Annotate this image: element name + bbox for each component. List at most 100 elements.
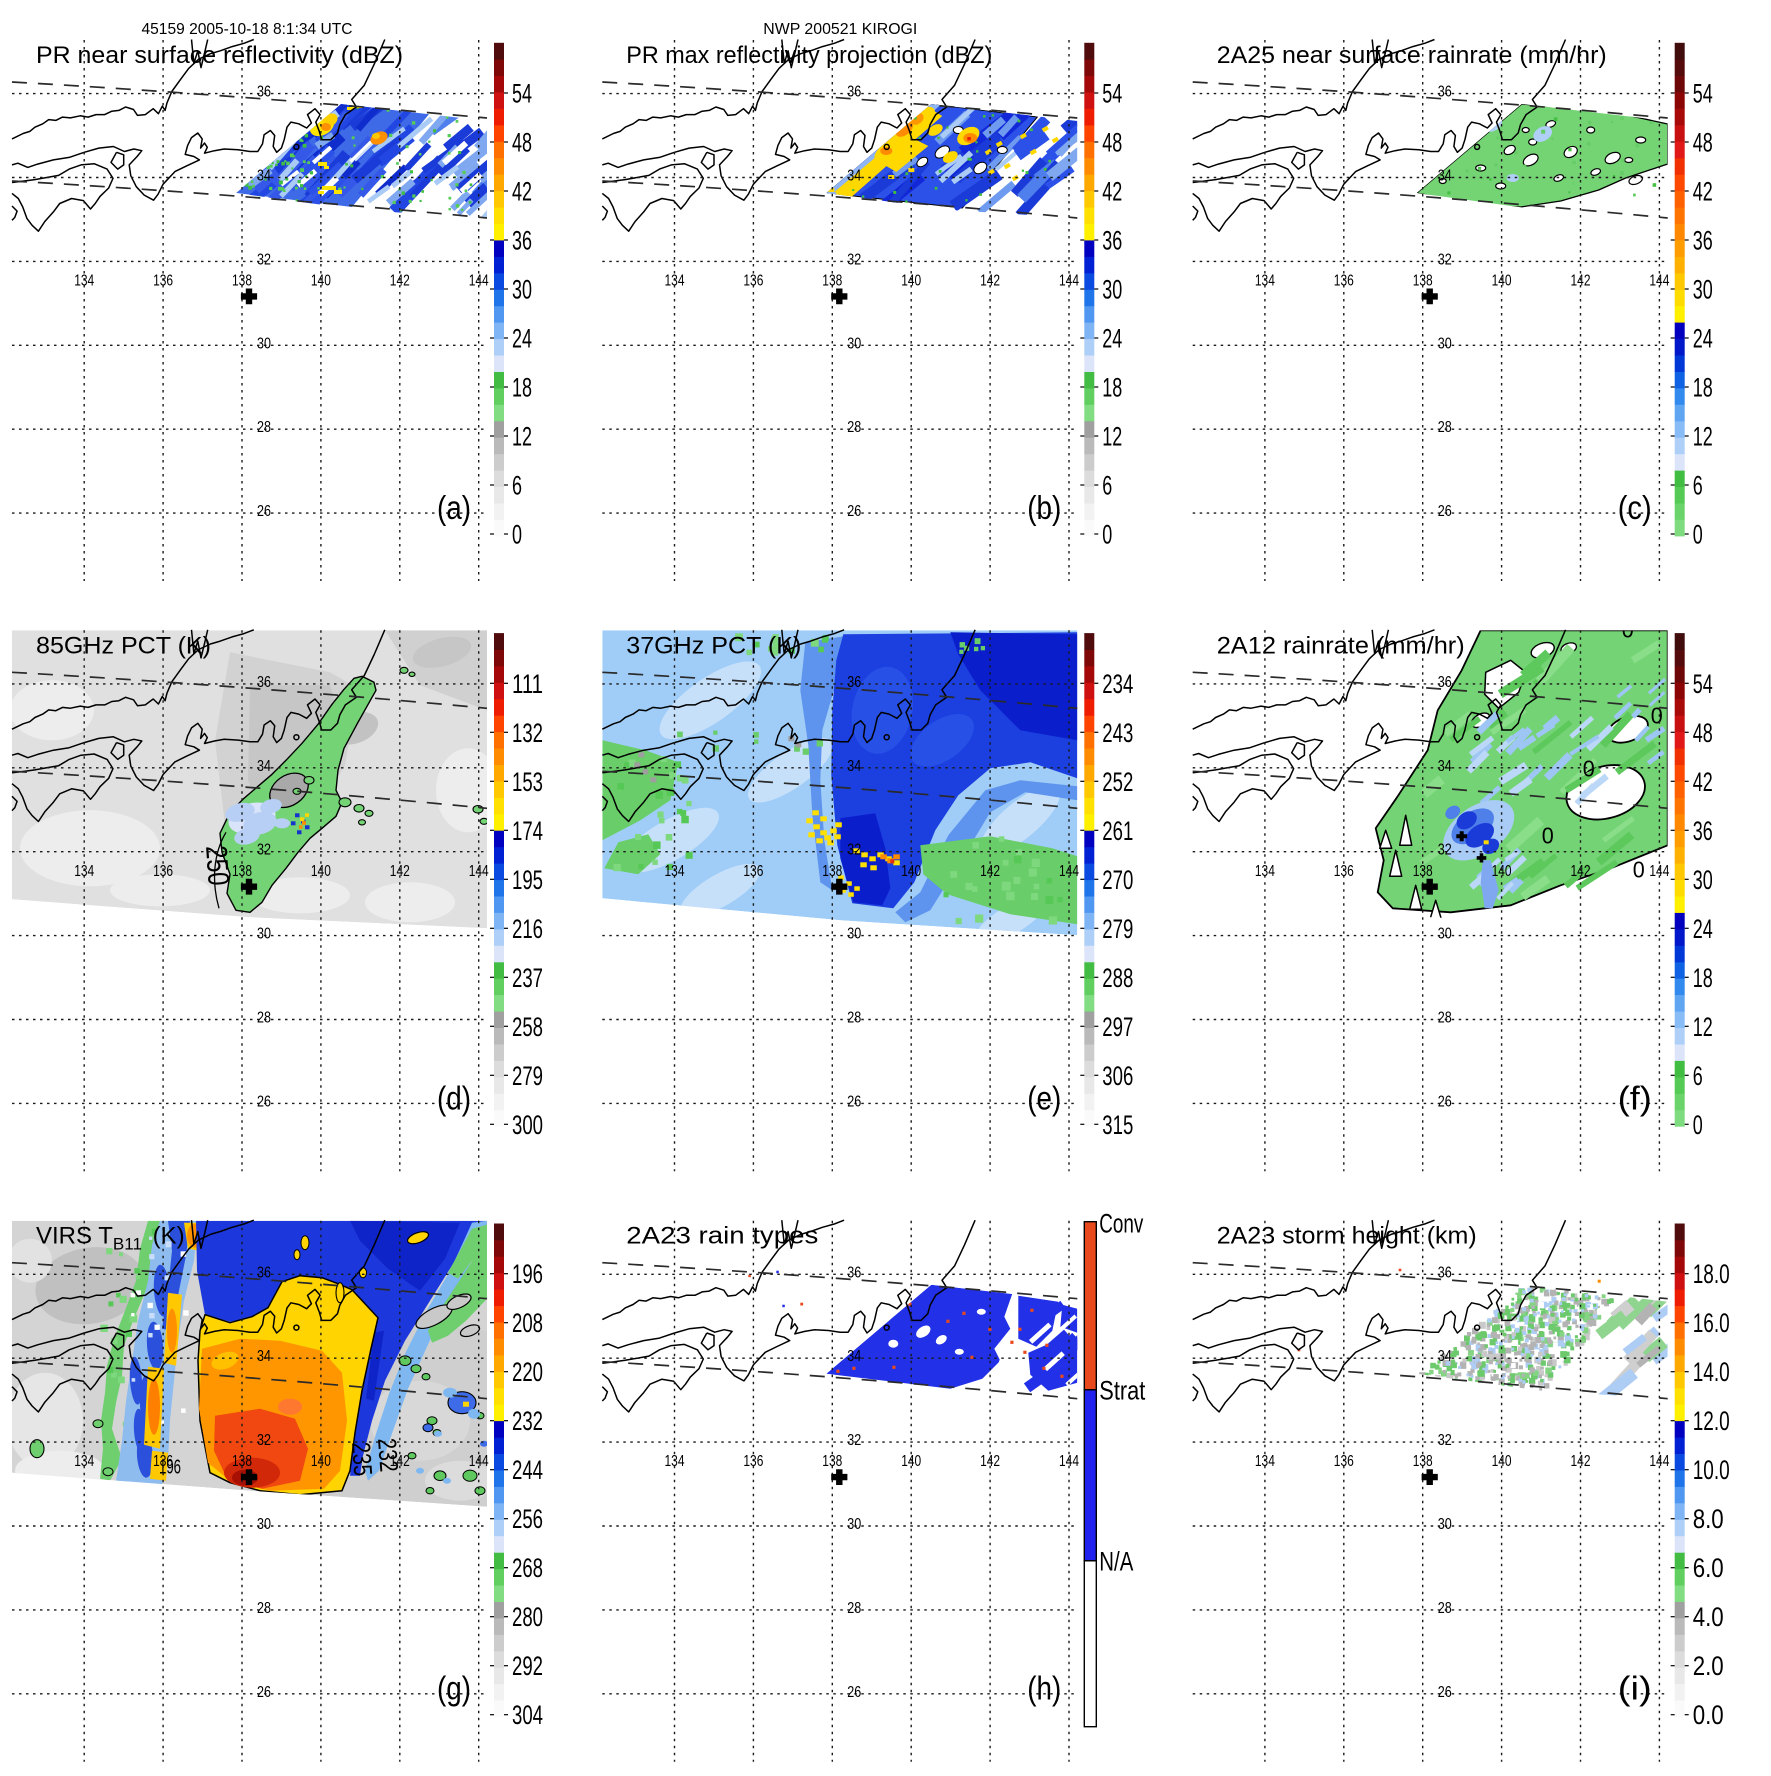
- svg-text:297: 297: [1102, 1012, 1133, 1042]
- svg-text:30: 30: [1693, 865, 1713, 895]
- svg-text:12: 12: [1102, 422, 1122, 452]
- svg-text:(f): (f): [1618, 1079, 1652, 1116]
- svg-text:8.0: 8.0: [1693, 1504, 1724, 1534]
- svg-text:N/A: N/A: [1099, 1547, 1133, 1577]
- svg-text:12.0: 12.0: [1693, 1406, 1730, 1436]
- svg-text:280: 280: [512, 1602, 543, 1632]
- svg-text:2A12 rainrate (mm/hr): 2A12 rainrate (mm/hr): [1217, 632, 1465, 659]
- svg-text:(i): (i): [1618, 1670, 1652, 1707]
- svg-text:(a): (a): [437, 489, 471, 526]
- svg-text:300: 300: [512, 1110, 543, 1140]
- svg-text:30: 30: [1693, 275, 1713, 305]
- svg-text:24: 24: [1693, 324, 1713, 354]
- svg-text:288: 288: [1102, 963, 1133, 993]
- svg-text:54: 54: [1693, 669, 1713, 699]
- svg-text:132: 132: [512, 718, 543, 748]
- svg-text:(b): (b): [1027, 489, 1061, 526]
- svg-text:270: 270: [1102, 865, 1133, 895]
- svg-text:(g): (g): [437, 1670, 471, 1707]
- svg-text:0: 0: [512, 520, 522, 550]
- svg-text:268: 268: [512, 1553, 543, 1583]
- svg-text:256: 256: [512, 1504, 543, 1534]
- svg-text:2A23 storm height (km): 2A23 storm height (km): [1217, 1223, 1477, 1250]
- svg-text:24: 24: [512, 324, 532, 354]
- svg-text:6: 6: [1693, 471, 1703, 501]
- svg-text:235: 235: [346, 1441, 378, 1477]
- svg-text:279: 279: [512, 1061, 543, 1091]
- svg-text:18: 18: [1102, 373, 1122, 403]
- svg-text:208: 208: [512, 1308, 543, 1338]
- svg-text:PR max reflectivity projection: PR max reflectivity projection (dBZ): [626, 42, 992, 69]
- svg-text:0: 0: [1633, 856, 1645, 882]
- svg-text:237: 237: [512, 963, 543, 993]
- svg-text:0: 0: [1622, 616, 1634, 642]
- svg-text:VIRS TB11 (K): VIRS TB11 (K): [36, 1223, 185, 1254]
- svg-text:(e): (e): [1027, 1079, 1061, 1116]
- svg-text:(c): (c): [1618, 489, 1652, 526]
- svg-text:315: 315: [1102, 1110, 1133, 1140]
- svg-text:42: 42: [1693, 177, 1713, 207]
- svg-text:195: 195: [512, 865, 543, 895]
- svg-text:6: 6: [512, 471, 522, 501]
- svg-text:36: 36: [1693, 816, 1713, 846]
- svg-text:12: 12: [1693, 422, 1713, 452]
- svg-text:18.0: 18.0: [1693, 1259, 1730, 1289]
- svg-text:30: 30: [512, 275, 532, 305]
- svg-text:6: 6: [1102, 471, 1112, 501]
- svg-text:232: 232: [512, 1406, 543, 1436]
- svg-text:0: 0: [1583, 755, 1595, 781]
- svg-text:10.0: 10.0: [1693, 1455, 1730, 1485]
- svg-text:12: 12: [1693, 1012, 1713, 1042]
- svg-text:250: 250: [199, 844, 235, 886]
- svg-text:279: 279: [1102, 914, 1133, 944]
- svg-text:18: 18: [512, 373, 532, 403]
- svg-text:Conv: Conv: [1099, 1209, 1143, 1239]
- svg-text:36: 36: [1102, 226, 1122, 256]
- svg-text:NWP 200521 KIROGI: NWP 200521 KIROGI: [763, 21, 917, 38]
- svg-text:292: 292: [512, 1651, 543, 1681]
- svg-text:6.0: 6.0: [1693, 1553, 1724, 1583]
- svg-text:85GHz PCT (K): 85GHz PCT (K): [36, 632, 211, 659]
- svg-text:PR near surface reflectivity (: PR near surface reflectivity (dBZ): [36, 42, 403, 69]
- svg-text:0: 0: [1651, 702, 1663, 728]
- svg-text:0: 0: [1693, 520, 1703, 550]
- svg-text:220: 220: [512, 1357, 543, 1387]
- svg-text:(h): (h): [1027, 1670, 1061, 1707]
- svg-text:48: 48: [512, 128, 532, 158]
- svg-text:243: 243: [1102, 718, 1133, 748]
- svg-text:261: 261: [1102, 816, 1133, 846]
- svg-text:6: 6: [1693, 1061, 1703, 1091]
- svg-text:0: 0: [1693, 1110, 1703, 1140]
- svg-text:2A25 near surface rainrate (mm: 2A25 near surface rainrate (mm/hr): [1217, 42, 1607, 69]
- svg-text:36: 36: [1693, 226, 1713, 256]
- svg-text:18: 18: [1693, 963, 1713, 993]
- svg-text:153: 153: [512, 767, 543, 797]
- svg-text:234: 234: [1102, 669, 1133, 699]
- svg-text:0: 0: [1102, 520, 1112, 550]
- svg-text:258: 258: [512, 1012, 543, 1042]
- svg-text:54: 54: [512, 79, 532, 109]
- svg-text:37GHz PCT (K): 37GHz PCT (K): [626, 632, 801, 659]
- svg-text:244: 244: [512, 1455, 543, 1485]
- svg-text:304: 304: [512, 1700, 543, 1730]
- svg-text:48: 48: [1693, 718, 1713, 748]
- svg-text:24: 24: [1102, 324, 1122, 354]
- svg-text:Strat: Strat: [1099, 1376, 1145, 1406]
- svg-text:4.0: 4.0: [1693, 1602, 1724, 1632]
- svg-text:42: 42: [1102, 177, 1122, 207]
- svg-text:12: 12: [512, 422, 532, 452]
- svg-text:252: 252: [1102, 767, 1133, 797]
- svg-text:30: 30: [1102, 275, 1122, 305]
- svg-text:16.0: 16.0: [1693, 1308, 1730, 1338]
- svg-text:48: 48: [1102, 128, 1122, 158]
- svg-text:24: 24: [1693, 914, 1713, 944]
- svg-text:2A23 rain types: 2A23 rain types: [626, 1223, 818, 1250]
- svg-text:111: 111: [512, 669, 543, 699]
- svg-text:14.0: 14.0: [1693, 1357, 1730, 1387]
- svg-text:196: 196: [512, 1259, 543, 1289]
- svg-text:0.0: 0.0: [1693, 1700, 1724, 1730]
- svg-text:174: 174: [512, 816, 543, 846]
- svg-text:(d): (d): [437, 1079, 471, 1116]
- svg-text:0: 0: [1542, 822, 1554, 848]
- svg-text:42: 42: [1693, 767, 1713, 797]
